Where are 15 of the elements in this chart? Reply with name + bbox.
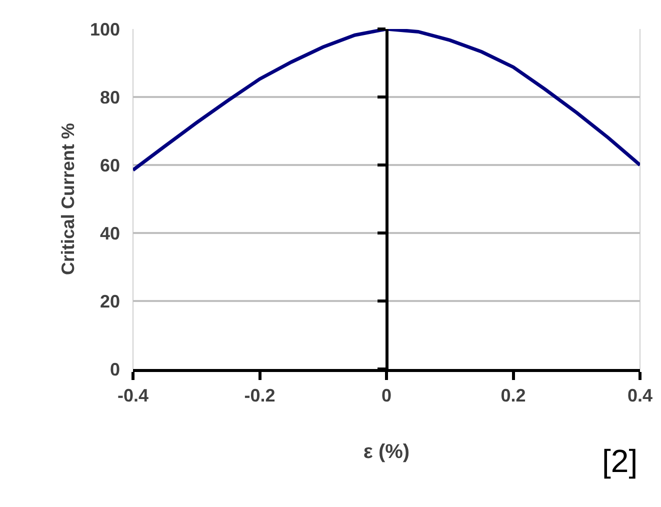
y-tick-label: 0 bbox=[110, 359, 120, 380]
x-tick-label: -0.2 bbox=[244, 386, 276, 406]
x-tick-label: 0 bbox=[381, 386, 392, 406]
y-tick-label: 20 bbox=[100, 291, 120, 312]
y-tick-label: 100 bbox=[90, 19, 120, 40]
y-tick-label: 60 bbox=[100, 155, 120, 176]
x-tick-label: -0.4 bbox=[117, 386, 149, 406]
x-tick-label: 0.2 bbox=[500, 386, 526, 406]
y-tick-label: 40 bbox=[100, 223, 120, 244]
text: [2] bbox=[602, 443, 638, 479]
y-tick-label: 80 bbox=[100, 87, 120, 108]
x-axis-title: ε (%) bbox=[363, 441, 410, 464]
y-axis-title: Critical Current % bbox=[58, 122, 78, 276]
x-tick-label: 0.4 bbox=[627, 386, 653, 406]
line-series bbox=[133, 29, 640, 172]
